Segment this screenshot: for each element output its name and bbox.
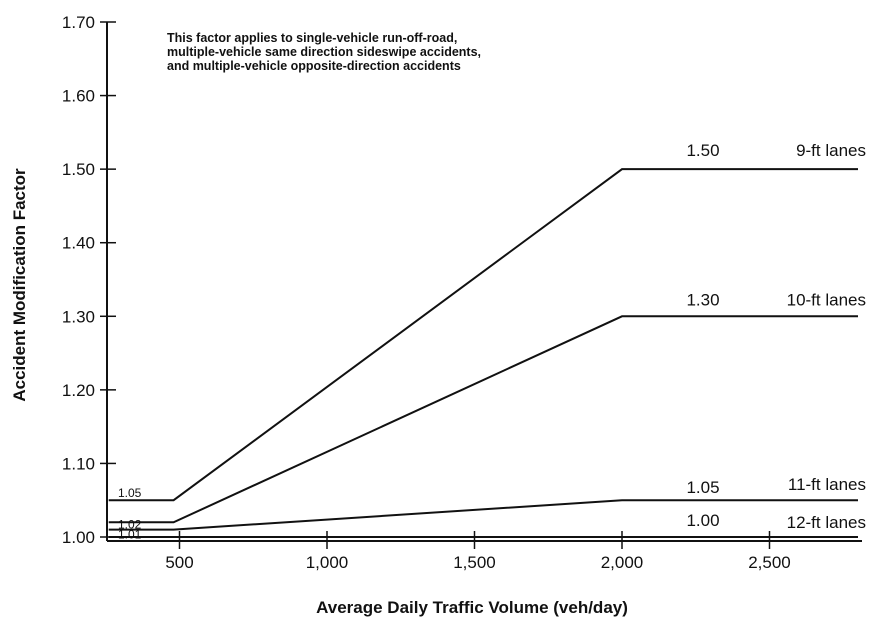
series-name-label: 11-ft lanes [788, 475, 866, 494]
y-axis-title: Accident Modification Factor [10, 168, 29, 402]
y-tick-label: 1.70 [62, 13, 95, 32]
series-name-label: 10-ft lanes [787, 290, 866, 309]
x-tick-label: 1,500 [453, 553, 496, 572]
chart-note-line: This factor applies to single-vehicle ru… [167, 31, 457, 45]
series-line [108, 499, 858, 531]
series-value-label: 1.30 [686, 290, 719, 309]
x-tick-label: 2,000 [601, 553, 644, 572]
y-tick-label: 1.20 [62, 381, 95, 400]
y-tick-label: 1.00 [62, 528, 95, 547]
series-value-label: 1.50 [686, 141, 719, 160]
x-tick-label: 2,500 [748, 553, 791, 572]
series-line [108, 168, 858, 502]
x-axis-title: Average Daily Traffic Volume (veh/day) [316, 598, 628, 617]
series-value-label: 1.00 [686, 511, 719, 530]
y-tick-label: 1.60 [62, 87, 95, 106]
chart-note-line: and multiple-vehicle opposite-direction … [167, 59, 461, 73]
chart-note-line: multiple-vehicle same direction sideswip… [167, 45, 481, 59]
y-tick-label: 1.30 [62, 307, 95, 326]
series-value-label: 1.05 [686, 478, 719, 497]
series-start-label: 1.01 [118, 528, 142, 542]
x-tick-label: 500 [165, 553, 193, 572]
y-tick-label: 1.10 [62, 454, 95, 473]
y-tick-label: 1.40 [62, 234, 95, 253]
series-name-label: 9-ft lanes [796, 141, 866, 160]
x-tick-label: 1,000 [306, 553, 349, 572]
series-line [108, 315, 858, 524]
series-start-label: 1.02 [118, 517, 142, 531]
series-start-label: 1.05 [118, 486, 142, 500]
series-name-label: 12-ft lanes [787, 513, 866, 532]
y-tick-label: 1.50 [62, 160, 95, 179]
